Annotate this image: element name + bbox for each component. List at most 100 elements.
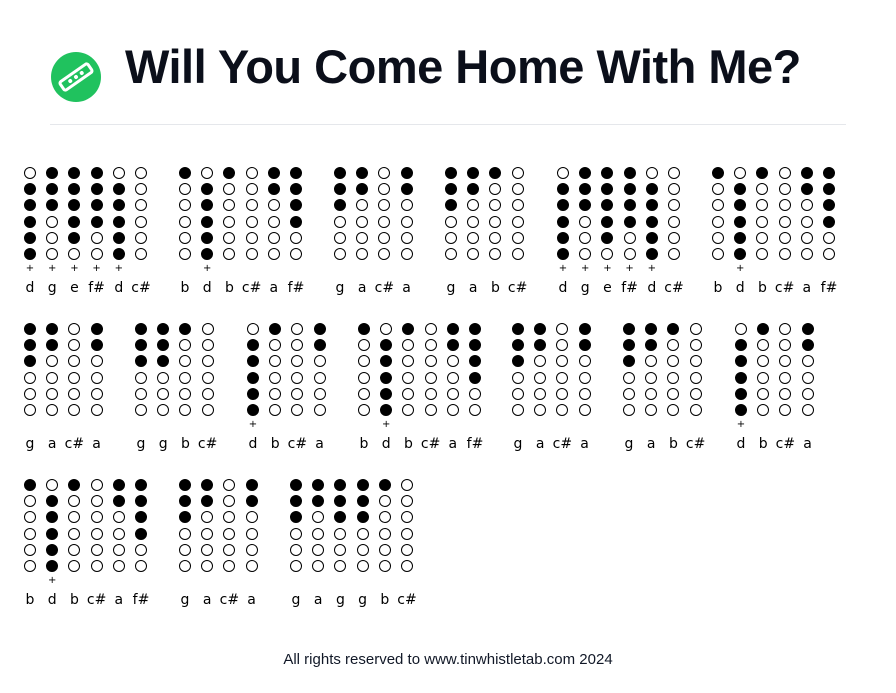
- note-label: b: [668, 436, 678, 452]
- note-label: a: [47, 436, 57, 452]
- open-hole-icon: [90, 495, 103, 508]
- open-hole-icon: [68, 355, 81, 368]
- open-hole-icon: [645, 404, 658, 416]
- open-hole-icon: [356, 248, 369, 260]
- closed-hole-icon: [380, 339, 393, 352]
- open-hole-icon: [90, 560, 103, 572]
- open-hole-icon: [757, 355, 770, 368]
- open-hole-icon: [201, 371, 214, 384]
- open-hole-icon: [201, 355, 214, 368]
- open-hole-icon: [623, 371, 635, 384]
- open-hole-icon: [334, 215, 346, 228]
- closed-hole-icon: [356, 511, 369, 524]
- closed-hole-icon: [356, 495, 369, 508]
- open-hole-icon: [556, 339, 569, 352]
- open-hole-icon: [201, 167, 214, 179]
- open-hole-icon: [667, 404, 680, 416]
- open-hole-icon: [823, 248, 835, 260]
- closed-hole-icon: [201, 248, 214, 260]
- note-label: b: [180, 280, 190, 296]
- open-hole-icon: [135, 543, 147, 556]
- open-hole-icon: [779, 371, 792, 384]
- open-hole-icon: [512, 387, 524, 400]
- open-hole-icon: [245, 560, 258, 572]
- note-label: f#: [287, 280, 305, 296]
- open-hole-icon: [267, 248, 280, 260]
- open-hole-icon: [469, 387, 481, 400]
- open-hole-icon: [601, 248, 614, 260]
- open-hole-icon: [800, 231, 813, 244]
- open-hole-icon: [223, 215, 236, 228]
- closed-hole-icon: [46, 339, 59, 352]
- closed-hole-icon: [467, 167, 480, 179]
- open-hole-icon: [469, 404, 481, 416]
- note-label: a: [448, 436, 458, 452]
- open-hole-icon: [135, 215, 147, 228]
- closed-hole-icon: [24, 215, 36, 228]
- closed-hole-icon: [24, 323, 36, 335]
- tin-whistle-icon[interactable]: [51, 52, 101, 102]
- open-hole-icon: [579, 248, 592, 260]
- open-hole-icon: [556, 387, 569, 400]
- closed-hole-icon: [446, 339, 459, 352]
- open-hole-icon: [245, 215, 258, 228]
- note-label: b: [490, 280, 500, 296]
- note-label: b: [69, 592, 79, 608]
- closed-hole-icon: [24, 183, 36, 196]
- closed-hole-icon: [469, 323, 481, 335]
- closed-hole-icon: [534, 323, 547, 335]
- note-label: g: [158, 436, 168, 452]
- open-hole-icon: [223, 231, 236, 244]
- open-hole-icon: [135, 371, 147, 384]
- open-hole-icon: [489, 215, 502, 228]
- open-hole-icon: [24, 543, 36, 556]
- closed-hole-icon: [823, 199, 835, 212]
- closed-hole-icon: [313, 323, 326, 335]
- open-hole-icon: [556, 355, 569, 368]
- closed-hole-icon: [757, 323, 770, 335]
- open-hole-icon: [46, 355, 59, 368]
- closed-hole-icon: [90, 167, 103, 179]
- open-hole-icon: [735, 323, 747, 335]
- note-label: g: [136, 436, 146, 452]
- open-hole-icon: [179, 339, 192, 352]
- open-hole-icon: [402, 387, 415, 400]
- open-hole-icon: [757, 339, 770, 352]
- open-hole-icon: [46, 248, 59, 260]
- open-hole-icon: [556, 404, 569, 416]
- closed-hole-icon: [90, 339, 103, 352]
- closed-hole-icon: [46, 495, 59, 508]
- open-hole-icon: [68, 387, 81, 400]
- note-label: f#: [621, 280, 638, 296]
- open-hole-icon: [668, 231, 680, 244]
- open-hole-icon: [401, 543, 413, 556]
- closed-hole-icon: [400, 167, 413, 179]
- closed-hole-icon: [112, 199, 125, 212]
- note-label: a: [315, 436, 324, 452]
- open-hole-icon: [247, 323, 259, 335]
- open-hole-icon: [378, 231, 391, 244]
- open-hole-icon: [290, 543, 302, 556]
- open-hole-icon: [424, 371, 437, 384]
- closed-hole-icon: [334, 199, 346, 212]
- open-hole-icon: [24, 511, 36, 524]
- open-hole-icon: [623, 404, 635, 416]
- open-hole-icon: [778, 231, 791, 244]
- note-label: a: [646, 436, 656, 452]
- note-label: d: [647, 280, 657, 296]
- open-hole-icon: [90, 543, 103, 556]
- open-hole-icon: [68, 248, 81, 260]
- closed-hole-icon: [247, 339, 259, 352]
- open-hole-icon: [356, 215, 369, 228]
- closed-hole-icon: [90, 199, 103, 212]
- open-hole-icon: [201, 387, 214, 400]
- closed-hole-icon: [90, 183, 103, 196]
- closed-hole-icon: [312, 479, 325, 491]
- open-hole-icon: [68, 495, 81, 508]
- note-label: d: [47, 592, 57, 608]
- open-hole-icon: [400, 231, 413, 244]
- open-hole-icon: [402, 404, 415, 416]
- note-label: b: [403, 436, 413, 452]
- closed-hole-icon: [46, 199, 59, 212]
- page-header: Will You Come Home With Me?: [50, 40, 846, 124]
